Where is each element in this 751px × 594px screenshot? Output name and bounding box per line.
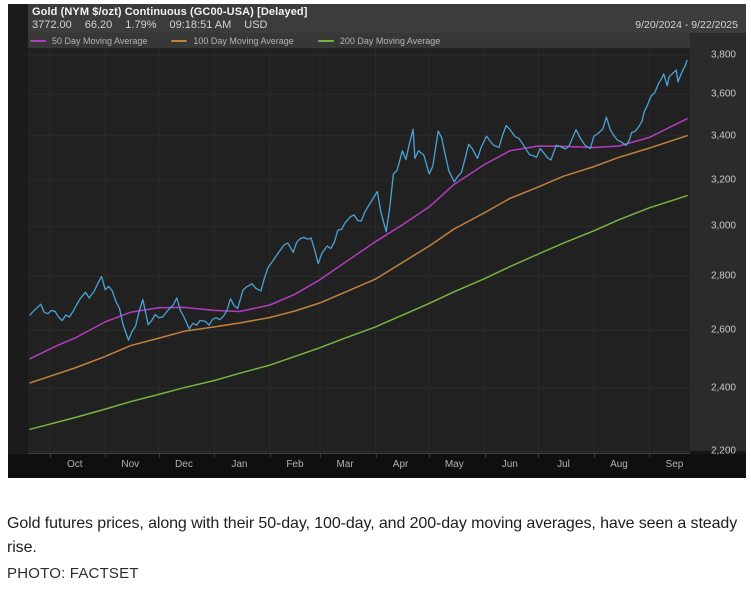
month-tick — [105, 454, 107, 458]
legend: 50 Day Moving Average 100 Day Moving Aver… — [28, 33, 690, 48]
50-day-moving-average-line — [29, 118, 688, 360]
figure-caption: Gold futures prices, along with their 50… — [7, 515, 738, 556]
x-axis-label: Sep — [665, 459, 684, 470]
x-axis-label: May — [444, 459, 464, 470]
legend-swatch-icon — [171, 39, 188, 42]
chart-header: Gold (NYM $/ozt) Continuous (GC00-USA) [… — [28, 4, 746, 33]
y-axis-label: 3,600 — [710, 88, 736, 100]
y-axis-label: 2,600 — [710, 324, 736, 336]
x-axis-label: Jan — [231, 459, 248, 470]
month-tick — [649, 454, 651, 458]
x-axis-label: Aug — [610, 459, 628, 470]
x-axis-label: Jun — [501, 459, 518, 470]
month-tick — [429, 454, 431, 458]
quote-time: 09:18:51 AM — [169, 19, 232, 31]
y-axis-label: 3,800 — [710, 49, 736, 61]
legend-label: 50 Day Moving Average — [52, 35, 148, 46]
x-axis-strip — [8, 454, 746, 478]
x-axis-label: Apr — [392, 459, 409, 470]
x-axis-line — [28, 453, 690, 454]
price-line — [29, 59, 688, 341]
x-axis-label: Nov — [121, 459, 140, 470]
month-tick — [49, 454, 51, 458]
price-change-percent: 1.79% — [125, 19, 157, 31]
y-axis-gutter — [690, 33, 746, 451]
legend-label: 100 Day Moving Average — [193, 35, 294, 46]
plot-area — [28, 48, 690, 453]
legend-item-50-day-moving-average: 50 Day Moving Average — [30, 36, 147, 46]
y-axis-label: 3,000 — [710, 220, 736, 232]
month-tick — [375, 454, 377, 458]
legend-item-100-day-moving-average: 100 Day Moving Average — [171, 35, 294, 46]
quote-currency: USD — [244, 19, 268, 31]
x-axis-label: Jul — [557, 459, 570, 470]
month-tick — [320, 454, 321, 458]
month-tick — [593, 454, 595, 458]
legend-label: 200 Day Moving Average — [339, 35, 441, 46]
chart-left-margin — [8, 4, 28, 454]
photo-credit: PHOTO: FACTSET — [7, 565, 139, 582]
month-tick — [214, 454, 216, 458]
date-range: 9/20/2024 - 9/22/2025 — [635, 19, 738, 31]
y-axis-label: 2,800 — [710, 270, 736, 282]
100-day-moving-average-line — [29, 134, 688, 384]
month-tick — [484, 454, 486, 458]
200-day-moving-average-line — [29, 194, 688, 431]
y-axis-label: 3,400 — [710, 130, 736, 142]
price-chart-svg — [28, 48, 690, 453]
month-tick — [158, 454, 160, 458]
x-axis-label: Dec — [175, 459, 193, 470]
quote-row: 3772.00 66.20 1.79% 09:18:51 AM USD — [32, 19, 281, 31]
x-axis-label: Mar — [336, 459, 354, 470]
month-tick — [538, 454, 540, 458]
legend-item-200-day-moving-average: 200 Day Moving Average — [317, 35, 441, 46]
legend-swatch-icon — [317, 39, 334, 42]
legend-swatch-icon — [30, 39, 46, 42]
x-axis-label: Feb — [286, 459, 304, 470]
y-axis-label: 2,400 — [710, 382, 736, 394]
price-change: 66.20 — [84, 19, 113, 31]
instrument-title: Gold (NYM $/ozt) Continuous (GC00-USA) [… — [32, 6, 308, 18]
last-price: 3772.00 — [32, 19, 72, 31]
y-axis-label: 3,200 — [710, 174, 736, 186]
month-tick — [269, 454, 271, 458]
y-axis-label: 2,200 — [710, 445, 736, 457]
x-axis-label: Oct — [66, 459, 83, 470]
chart-panel: Gold (NYM $/ozt) Continuous (GC00-USA) [… — [8, 4, 746, 478]
